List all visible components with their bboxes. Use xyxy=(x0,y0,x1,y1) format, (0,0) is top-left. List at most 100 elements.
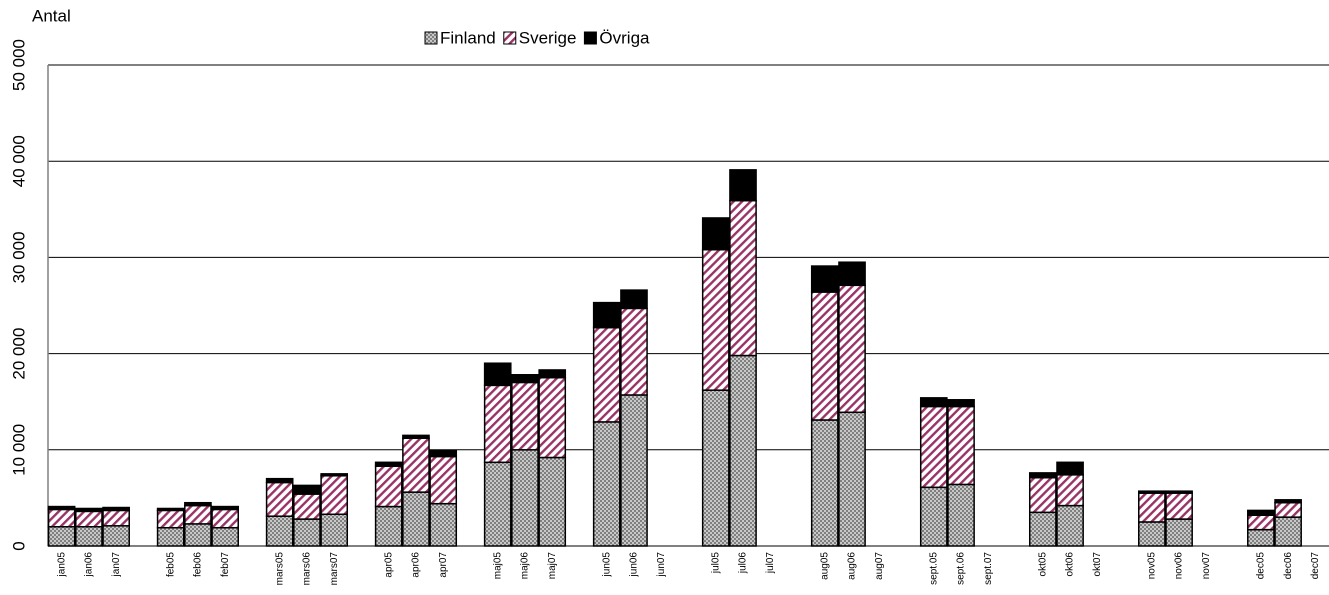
x-tick-label: mars05 xyxy=(274,552,285,586)
x-tick-label: nov05 xyxy=(1146,552,1157,580)
bar-segment xyxy=(374,505,403,547)
bar-segment xyxy=(919,405,948,489)
bar-segment xyxy=(947,399,975,408)
bar-segment xyxy=(429,455,458,505)
bar-segment xyxy=(1247,509,1275,516)
y-tick-label: 30 000 xyxy=(9,231,28,283)
x-tick-label: aug06 xyxy=(847,552,858,580)
bar-segment xyxy=(1247,528,1275,547)
bar-segment xyxy=(1138,521,1166,547)
bar-segment xyxy=(511,374,539,384)
x-tick-label: jun06 xyxy=(629,552,640,578)
bar-segment xyxy=(1056,461,1084,476)
bar-segment xyxy=(592,421,621,547)
bar-segment xyxy=(75,507,103,513)
x-tick-label: maj05 xyxy=(492,552,503,580)
bar-segment xyxy=(1165,518,1193,547)
bar-segment xyxy=(810,265,839,293)
bar-segment xyxy=(184,523,212,547)
legend-swatch xyxy=(503,31,517,45)
bar-segment xyxy=(483,461,512,547)
x-tick-label: jan06 xyxy=(84,552,95,578)
bar-segment xyxy=(701,389,730,547)
bar-segment xyxy=(1274,516,1302,547)
y-axis-title: Antal xyxy=(32,6,71,25)
bar-segment xyxy=(1138,490,1166,494)
bar-segment xyxy=(1028,476,1057,514)
bar-segment xyxy=(156,526,185,547)
bar-segment xyxy=(75,526,103,547)
x-tick-label: jun07 xyxy=(656,552,667,578)
bar-segment xyxy=(293,493,321,520)
x-tick-label: nov06 xyxy=(1174,552,1185,580)
x-tick-label: jul07 xyxy=(765,552,776,575)
bar-segment xyxy=(211,505,239,511)
x-tick-label: apr07 xyxy=(438,552,449,578)
bar-segment xyxy=(729,199,757,357)
bar-segment xyxy=(402,434,430,440)
y-tick-label: 0 xyxy=(9,541,28,550)
legend-swatch xyxy=(583,31,597,45)
x-tick-label: jul06 xyxy=(738,552,749,575)
x-tick-label: dec07 xyxy=(1310,552,1321,580)
bar-segment xyxy=(184,501,212,507)
x-tick-label: dec06 xyxy=(1283,552,1294,580)
bar-segment xyxy=(592,326,621,423)
x-tick-label: sept.06 xyxy=(956,552,967,585)
bar-segment xyxy=(47,505,76,511)
y-tick-label: 10 000 xyxy=(9,424,28,476)
bar-segment xyxy=(729,354,757,547)
bar-segment xyxy=(211,526,239,547)
y-tick-label: 20 000 xyxy=(9,328,28,380)
x-tick-label: sept.07 xyxy=(983,552,994,585)
x-tick-label: nov07 xyxy=(1201,552,1212,580)
x-tick-label: jan05 xyxy=(56,552,67,578)
x-tick-label: mars07 xyxy=(329,552,340,586)
bar-segment xyxy=(620,289,648,310)
bar-segment xyxy=(701,248,730,391)
x-tick-label: apr05 xyxy=(383,552,394,578)
x-tick-label: sept.05 xyxy=(928,552,939,585)
x-tick-label: feb06 xyxy=(193,552,204,577)
x-tick-label: dec05 xyxy=(1256,552,1267,580)
bar-segment xyxy=(919,486,948,547)
bar-segment xyxy=(265,481,294,517)
bar-segment xyxy=(102,506,130,512)
bar-segment xyxy=(402,491,430,547)
bar-segment xyxy=(102,525,130,547)
bar-segment xyxy=(320,473,349,477)
bar-segment xyxy=(211,508,239,529)
bar-segment xyxy=(102,509,130,527)
x-tick-label: jun05 xyxy=(601,552,612,578)
bar-segment xyxy=(592,301,621,329)
bar-segment xyxy=(947,483,975,547)
bar-segment xyxy=(538,376,567,459)
bar-segment xyxy=(1056,474,1084,507)
bar-segment xyxy=(838,261,866,287)
bar-segment xyxy=(483,362,512,387)
bar-segment xyxy=(1056,504,1084,547)
bar-segment xyxy=(184,504,212,525)
bar-segment xyxy=(810,291,839,421)
bar-segment xyxy=(1028,511,1057,547)
bar-segment xyxy=(1274,501,1302,518)
bar-segment xyxy=(810,419,839,547)
bar-segment xyxy=(620,307,648,396)
bar-segment xyxy=(919,397,948,408)
bar-segment xyxy=(1247,514,1275,531)
x-tick-label: maj06 xyxy=(520,552,531,580)
bar-segment xyxy=(320,475,349,516)
legend-swatch xyxy=(424,31,438,45)
x-tick-label: okt06 xyxy=(1065,552,1076,577)
bar-segment xyxy=(156,507,185,512)
bar-segment xyxy=(293,518,321,547)
bar-segment xyxy=(75,510,103,528)
x-tick-label: mars06 xyxy=(302,552,313,586)
bar-segment xyxy=(838,284,866,414)
bar-segment xyxy=(402,437,430,493)
bar-segment xyxy=(1138,492,1166,523)
x-tick-label: feb07 xyxy=(220,552,231,577)
x-tick-label: aug05 xyxy=(819,552,830,580)
bar-segment xyxy=(429,450,458,458)
